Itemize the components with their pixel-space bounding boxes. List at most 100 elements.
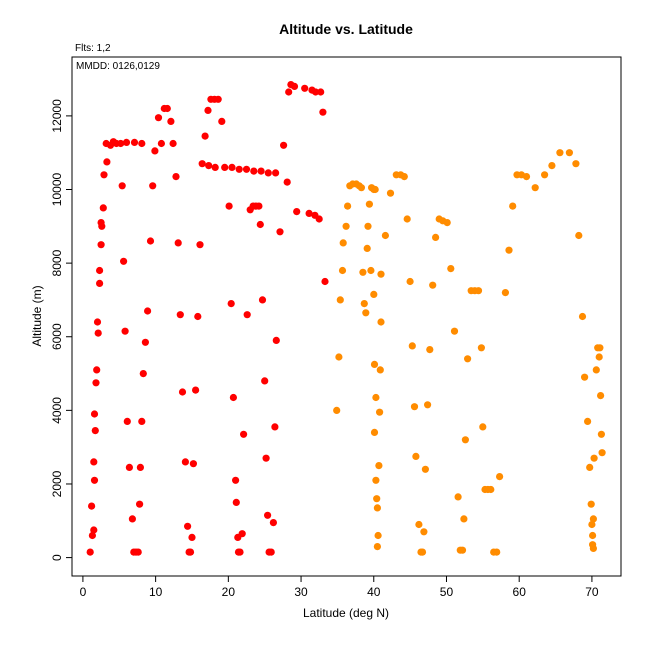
series-2-point	[372, 393, 380, 402]
series-2-point	[420, 528, 428, 536]
series-2-point	[359, 268, 367, 276]
y-tick-label: 0	[50, 554, 64, 561]
series-2-point	[363, 244, 371, 252]
series-1-point	[283, 178, 291, 186]
series-1-point	[293, 208, 301, 216]
series-2-point	[377, 270, 385, 278]
y-tick-label: 8000	[50, 249, 64, 276]
series-1-point	[136, 500, 144, 508]
series-1-point	[272, 336, 280, 344]
series-2-point	[415, 520, 423, 529]
series-1-point	[214, 95, 222, 103]
x-tick-label: 20	[222, 585, 236, 599]
series-1-point	[225, 202, 233, 210]
series-1-point	[238, 530, 246, 538]
series-1-point	[125, 463, 133, 471]
series-2-point	[344, 202, 352, 210]
series-1-point	[93, 318, 102, 326]
series-2-point	[426, 346, 434, 354]
series-2-point	[370, 290, 378, 298]
series-1-point	[258, 296, 267, 304]
series-1-point	[205, 162, 213, 170]
series-2-point	[496, 473, 504, 481]
series-2-point	[424, 401, 432, 409]
series-1-point	[86, 548, 94, 556]
series-1-point	[192, 386, 200, 394]
series-2-point	[590, 454, 598, 462]
series-2-point	[548, 162, 556, 170]
series-2-point	[374, 531, 382, 540]
series-1-point	[100, 171, 108, 179]
series-2-point	[376, 366, 384, 374]
y-tick-label: 2000	[50, 470, 64, 497]
series-2-point	[400, 173, 408, 181]
points-layer	[86, 81, 606, 556]
series-2-point	[501, 289, 509, 297]
series-2-point	[367, 266, 375, 275]
series-1-point	[96, 279, 104, 287]
series-2-point	[522, 173, 531, 181]
y-axis-label: Altitude (m)	[30, 285, 44, 346]
series-1-point	[122, 138, 131, 146]
series-2-point	[597, 430, 606, 438]
series-2-point	[443, 219, 451, 227]
series-1-point	[88, 502, 96, 510]
x-axis-label: Latitude (deg N)	[303, 606, 389, 620]
series-1-point	[103, 158, 111, 166]
series-2-point	[531, 184, 539, 192]
x-tick-label: 40	[367, 585, 381, 599]
x-axis: 0 10 20 30 40 50 60 70	[80, 575, 599, 599]
series-2-point	[403, 215, 411, 223]
series-1-point	[172, 173, 180, 181]
series-2-point	[376, 408, 384, 416]
series-1-point	[90, 458, 98, 466]
series-2-point	[406, 277, 414, 286]
series-1-point	[167, 117, 175, 125]
series-1-point	[178, 388, 187, 396]
series-1-point	[276, 228, 284, 236]
series-2-point	[581, 373, 589, 381]
series-2-point	[370, 428, 379, 436]
series-1-point	[157, 139, 165, 148]
series-2-point	[598, 449, 606, 457]
series-1-point	[271, 423, 279, 431]
y-axis: 0 2000 4000 6000 8000 10000 12000	[50, 99, 73, 561]
series-2-point	[342, 222, 350, 230]
series-1-point	[136, 463, 144, 471]
series-1-point	[174, 239, 182, 247]
series-1-point	[196, 241, 204, 249]
series-1-point	[280, 141, 288, 149]
series-1-point	[257, 167, 265, 175]
series-2-point	[357, 184, 365, 192]
series-1-point	[96, 266, 104, 275]
series-1-point	[204, 106, 212, 114]
series-2-point	[333, 406, 341, 414]
series-1-point	[211, 163, 219, 171]
series-1-point	[262, 454, 270, 462]
series-2-point	[458, 546, 467, 554]
series-1-point	[97, 241, 105, 249]
series-1-point	[272, 169, 280, 177]
series-1-point	[305, 209, 313, 217]
series-1-point	[144, 307, 152, 315]
series-2-point	[364, 222, 372, 230]
series-1-point	[315, 215, 323, 223]
series-1-point	[290, 82, 299, 90]
series-2-point	[450, 327, 459, 335]
series-1-point	[312, 88, 320, 96]
series-1-point	[235, 165, 243, 173]
series-1-point	[118, 182, 126, 190]
series-2-point	[336, 296, 344, 304]
series-2-point	[373, 504, 381, 512]
y-tick-label: 4000	[50, 397, 64, 424]
series-1-point	[301, 84, 309, 92]
x-tick-label: 70	[585, 585, 599, 599]
series-1-point	[141, 338, 149, 346]
series-2-point	[373, 543, 381, 551]
series-1-point	[90, 410, 99, 418]
series-1-point	[317, 88, 325, 96]
series-1-point	[154, 114, 163, 122]
series-1-point	[91, 427, 99, 435]
